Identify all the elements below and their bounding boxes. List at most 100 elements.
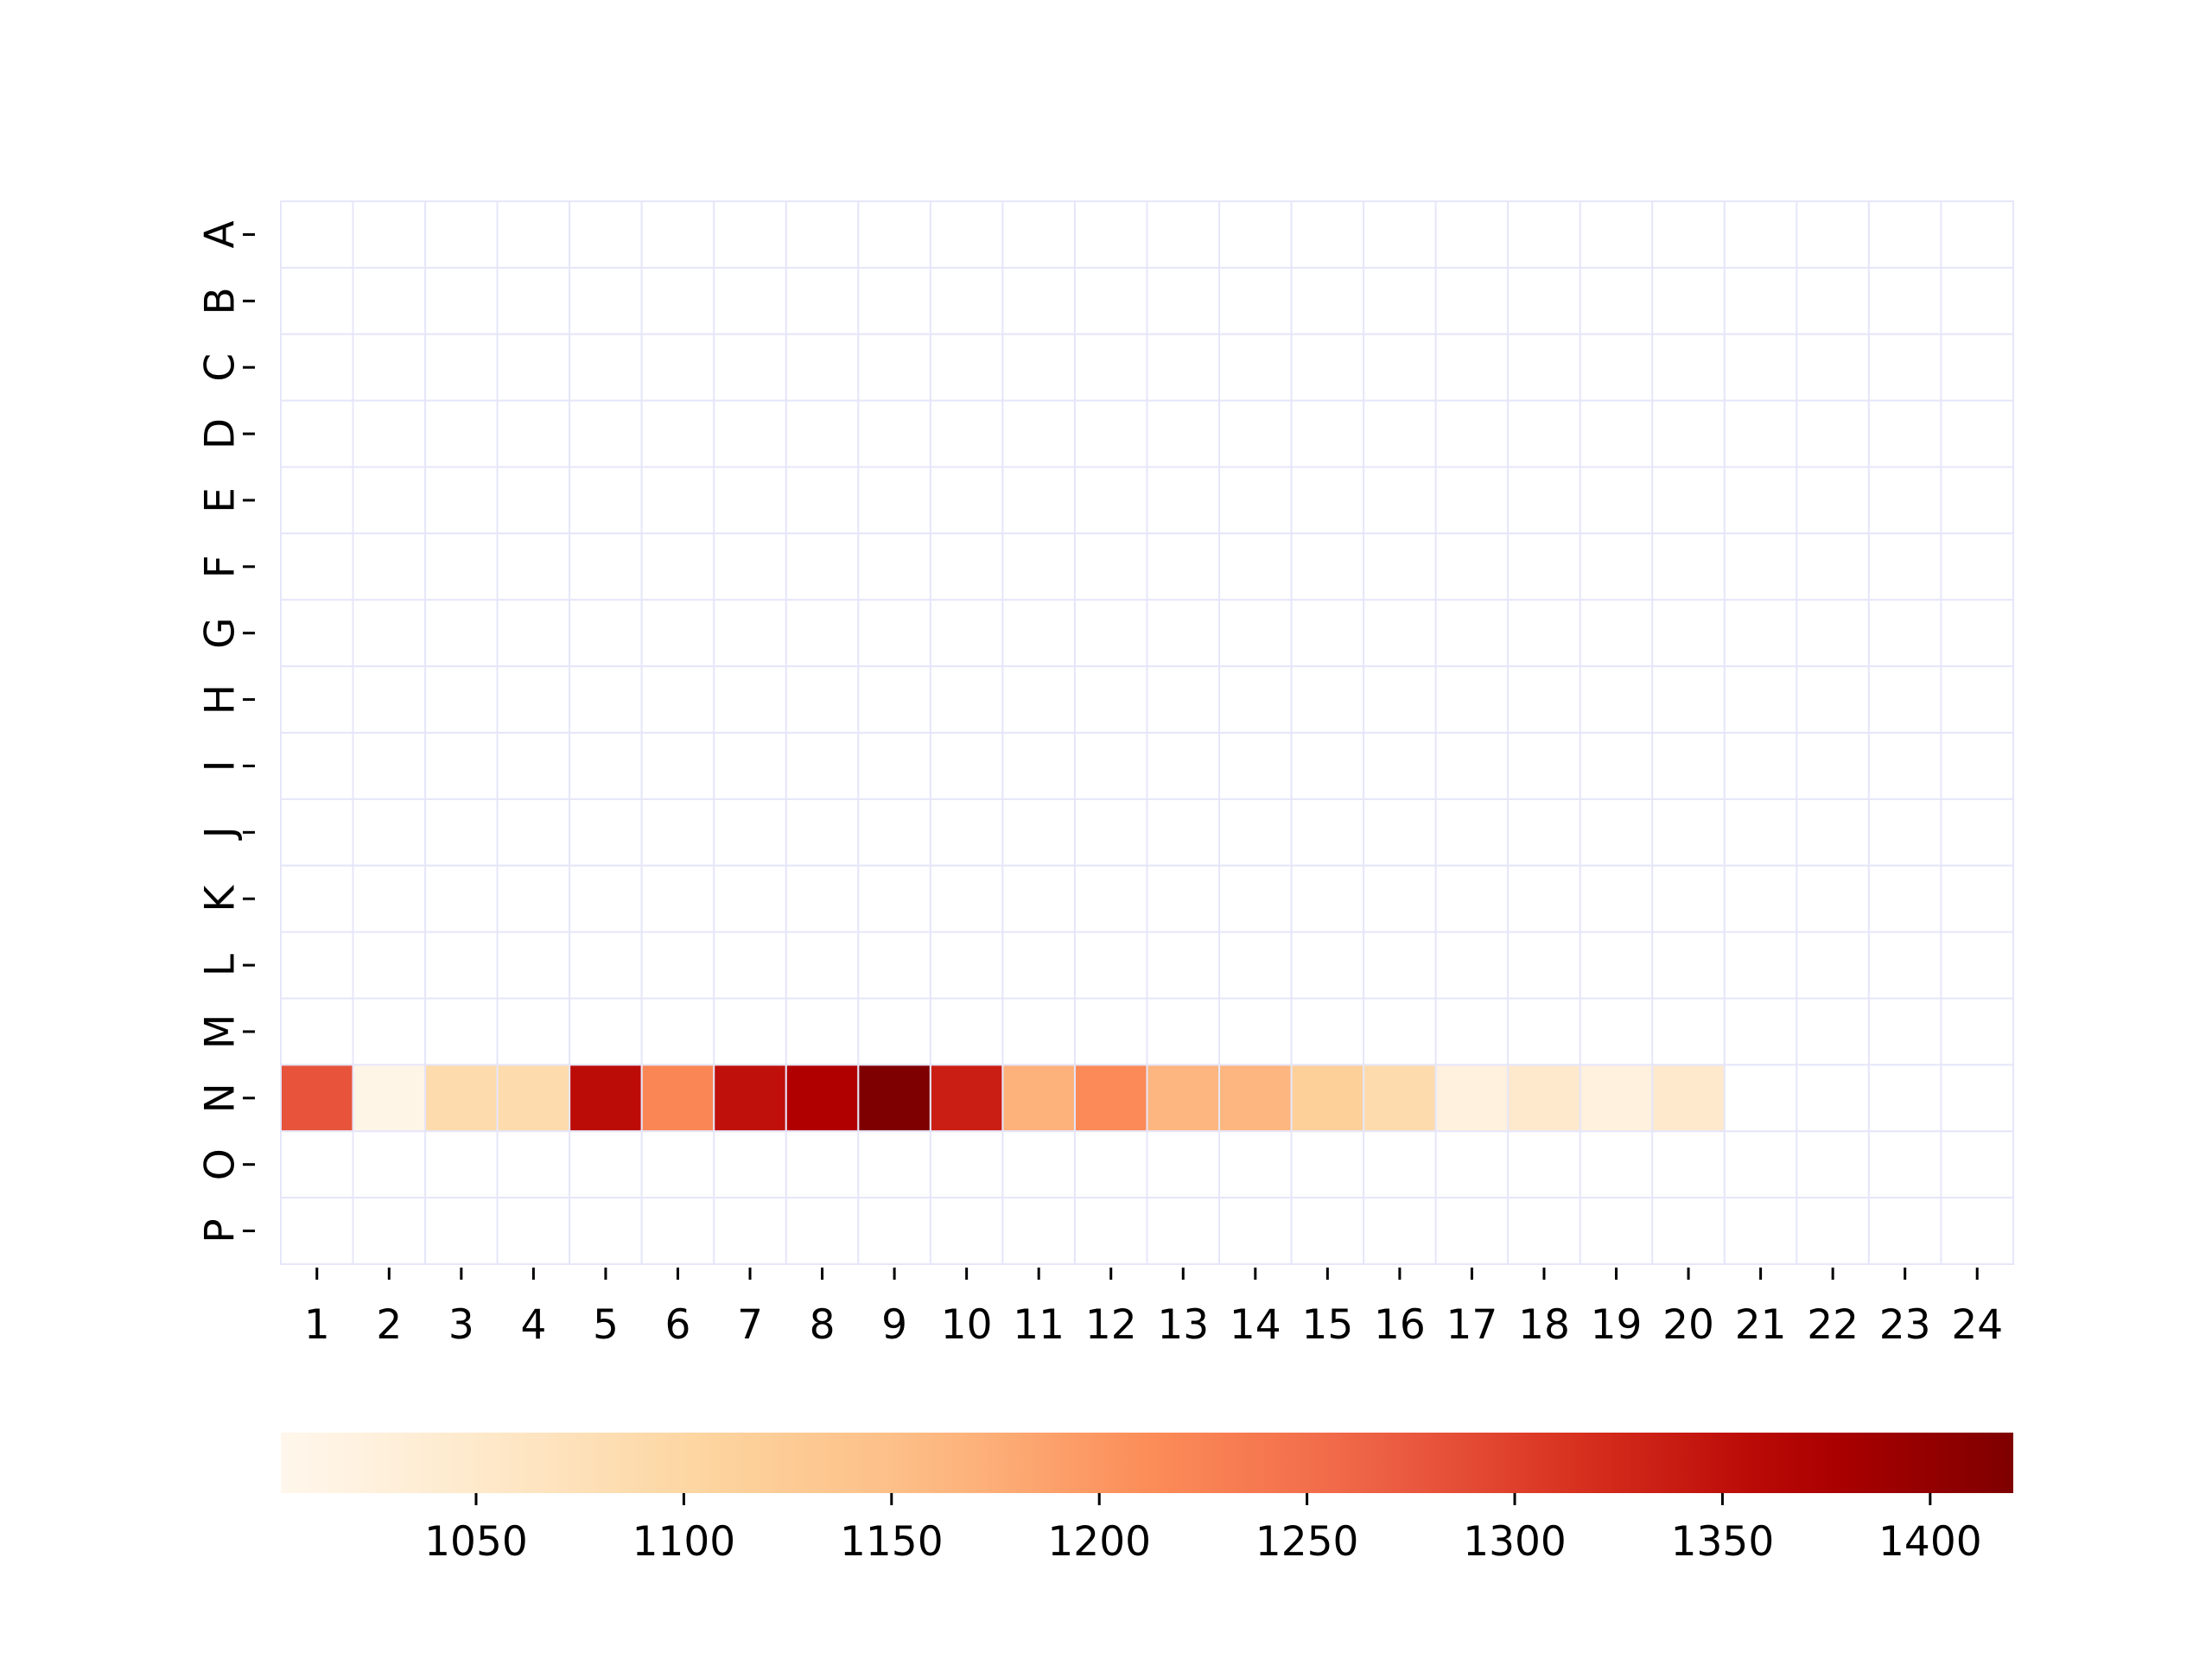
x-tick-label-10: 10 [941, 1301, 993, 1349]
heatmap-cell-B17 [1434, 266, 1510, 335]
heatmap-cell-N20 [1651, 1064, 1726, 1133]
colorbar-tick-label-1250: 1250 [1255, 1518, 1359, 1566]
heatmap-cell-M21 [1723, 997, 1798, 1066]
heatmap-cell-N21 [1723, 1064, 1798, 1133]
heatmap-cell-K19 [1579, 864, 1654, 933]
heatmap-cell-E10 [929, 466, 1004, 535]
heatmap-cell-B6 [640, 266, 715, 335]
heatmap-cell-E23 [1867, 466, 1942, 535]
heatmap-cell-E5 [569, 466, 643, 535]
x-tick-label-3: 3 [448, 1301, 474, 1349]
heatmap-cell-A22 [1796, 200, 1870, 269]
heatmap-cell-K10 [929, 864, 1004, 933]
heatmap-cell-E1 [280, 466, 354, 535]
heatmap-cell-L8 [785, 931, 860, 1000]
heatmap-cell-H9 [857, 665, 931, 734]
heatmap-cell-O21 [1723, 1130, 1798, 1199]
heatmap-cell-J10 [929, 798, 1004, 867]
heatmap-cell-L6 [640, 931, 715, 1000]
heatmap-cell-I8 [785, 732, 860, 800]
heatmap-cell-C5 [569, 333, 643, 402]
heatmap-cell-M11 [1001, 997, 1076, 1066]
heatmap-cell-P6 [640, 1197, 715, 1265]
heatmap-cell-K1 [280, 864, 354, 933]
heatmap-cell-N10 [929, 1064, 1004, 1133]
heatmap-cell-B7 [713, 266, 787, 335]
heatmap-cell-B14 [1218, 266, 1293, 335]
heatmap-cell-D3 [424, 399, 499, 468]
heatmap-cell-P10 [929, 1197, 1004, 1265]
heatmap-cell-E8 [785, 466, 860, 535]
x-tick-label-19: 19 [1591, 1301, 1643, 1349]
heatmap-cell-H3 [424, 665, 499, 734]
heatmap-cell-O14 [1218, 1130, 1293, 1199]
heatmap-cell-I4 [496, 732, 571, 800]
x-tick-label-2: 2 [376, 1301, 402, 1349]
y-tick-label-B: B [197, 287, 245, 315]
heatmap-cell-P13 [1146, 1197, 1221, 1265]
heatmap-cell-I13 [1146, 732, 1221, 800]
heatmap-cell-C10 [929, 333, 1004, 402]
heatmap-cell-J20 [1651, 798, 1726, 867]
heatmap-cell-A14 [1218, 200, 1293, 269]
heatmap-cell-D23 [1867, 399, 1942, 468]
y-tick-label-L: L [197, 954, 245, 976]
heatmap-cell-O11 [1001, 1130, 1076, 1199]
heatmap-cell-J5 [569, 798, 643, 867]
heatmap-cell-D16 [1363, 399, 1437, 468]
heatmap-cell-F17 [1434, 532, 1510, 601]
heatmap-cell-C24 [1940, 333, 2014, 402]
heatmap-cell-D7 [713, 399, 787, 468]
heatmap-cell-J21 [1723, 798, 1798, 867]
heatmap-cell-D8 [785, 399, 860, 468]
heatmap-cell-H14 [1218, 665, 1293, 734]
heatmap-cell-C22 [1796, 333, 1870, 402]
heatmap-cell-D11 [1001, 399, 1076, 468]
heatmap-cell-J12 [1073, 798, 1148, 867]
heatmap-cell-J6 [640, 798, 715, 867]
y-tick-label-I: I [197, 760, 245, 772]
heatmap-cell-D2 [352, 399, 427, 468]
heatmap-cell-E7 [713, 466, 787, 535]
heatmap-cell-O24 [1940, 1130, 2014, 1199]
heatmap-cell-P18 [1507, 1197, 1581, 1265]
heatmap-cell-K18 [1507, 864, 1581, 933]
heatmap-cell-P22 [1796, 1197, 1870, 1265]
heatmap-cell-L15 [1290, 931, 1365, 1000]
heatmap-cell-F2 [352, 532, 427, 601]
heatmap-cell-N3 [424, 1064, 499, 1133]
heatmap-cell-C11 [1001, 333, 1076, 402]
heatmap-cell-A24 [1940, 200, 2014, 269]
heatmap-cell-E24 [1940, 466, 2014, 535]
heatmap-cell-M14 [1218, 997, 1293, 1066]
heatmap-cell-L13 [1146, 931, 1221, 1000]
heatmap-cell-D1 [280, 399, 354, 468]
heatmap-cell-F11 [1001, 532, 1076, 601]
heatmap-cell-H11 [1001, 665, 1076, 734]
heatmap-cell-E13 [1146, 466, 1221, 535]
heatmap-cell-M8 [785, 997, 860, 1066]
heatmap-cell-F20 [1651, 532, 1726, 601]
heatmap-cell-A10 [929, 200, 1004, 269]
y-tick-label-E: E [197, 487, 245, 513]
heatmap-cell-N4 [496, 1064, 571, 1133]
heatmap-cell-D4 [496, 399, 571, 468]
heatmap-cell-O2 [352, 1130, 427, 1199]
heatmap-cell-P16 [1363, 1197, 1437, 1265]
colorbar-tick-label-1100: 1100 [632, 1518, 736, 1566]
heatmap-cell-A12 [1073, 200, 1148, 269]
heatmap-cell-A20 [1651, 200, 1726, 269]
heatmap-cell-I2 [352, 732, 427, 800]
heatmap-cell-C21 [1723, 333, 1798, 402]
heatmap-cell-O7 [713, 1130, 787, 1199]
heatmap-cell-C8 [785, 333, 860, 402]
heatmap-cell-E15 [1290, 466, 1365, 535]
heatmap-cell-M15 [1290, 997, 1365, 1066]
heatmap-cell-K11 [1001, 864, 1076, 933]
y-tick-label-A: A [197, 220, 245, 248]
heatmap-cell-L9 [857, 931, 931, 1000]
heatmap-cell-K22 [1796, 864, 1870, 933]
x-tick-label-1: 1 [304, 1301, 330, 1349]
heatmap-cell-A2 [352, 200, 427, 269]
heatmap-cell-D14 [1218, 399, 1293, 468]
